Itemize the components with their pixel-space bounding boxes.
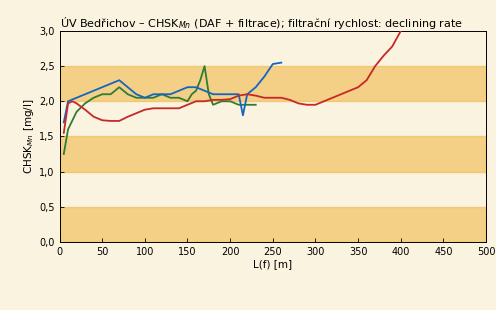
Bar bbox=[60, 207, 486, 242]
X-axis label: L(f) [m]: L(f) [m] bbox=[253, 259, 292, 269]
Y-axis label: CHSK$_{Mn}$ [mg/l]: CHSK$_{Mn}$ [mg/l] bbox=[22, 99, 36, 174]
Text: ÚV Bedřichov – CHSK$_{Mn}$ (DAF + filtrace); filtrační rychlost: declining rate: ÚV Bedřichov – CHSK$_{Mn}$ (DAF + filtra… bbox=[60, 15, 462, 31]
Bar bbox=[60, 136, 486, 171]
Legend: CHSK$_{Mn}$ (písek FP2), CHSK$_{Mn}$ (skleněné kuličky), CHSK$_{Mn}$ (Filtralite: CHSK$_{Mn}$ (písek FP2), CHSK$_{Mn}$ (sk… bbox=[76, 309, 469, 310]
Bar bbox=[60, 66, 486, 101]
